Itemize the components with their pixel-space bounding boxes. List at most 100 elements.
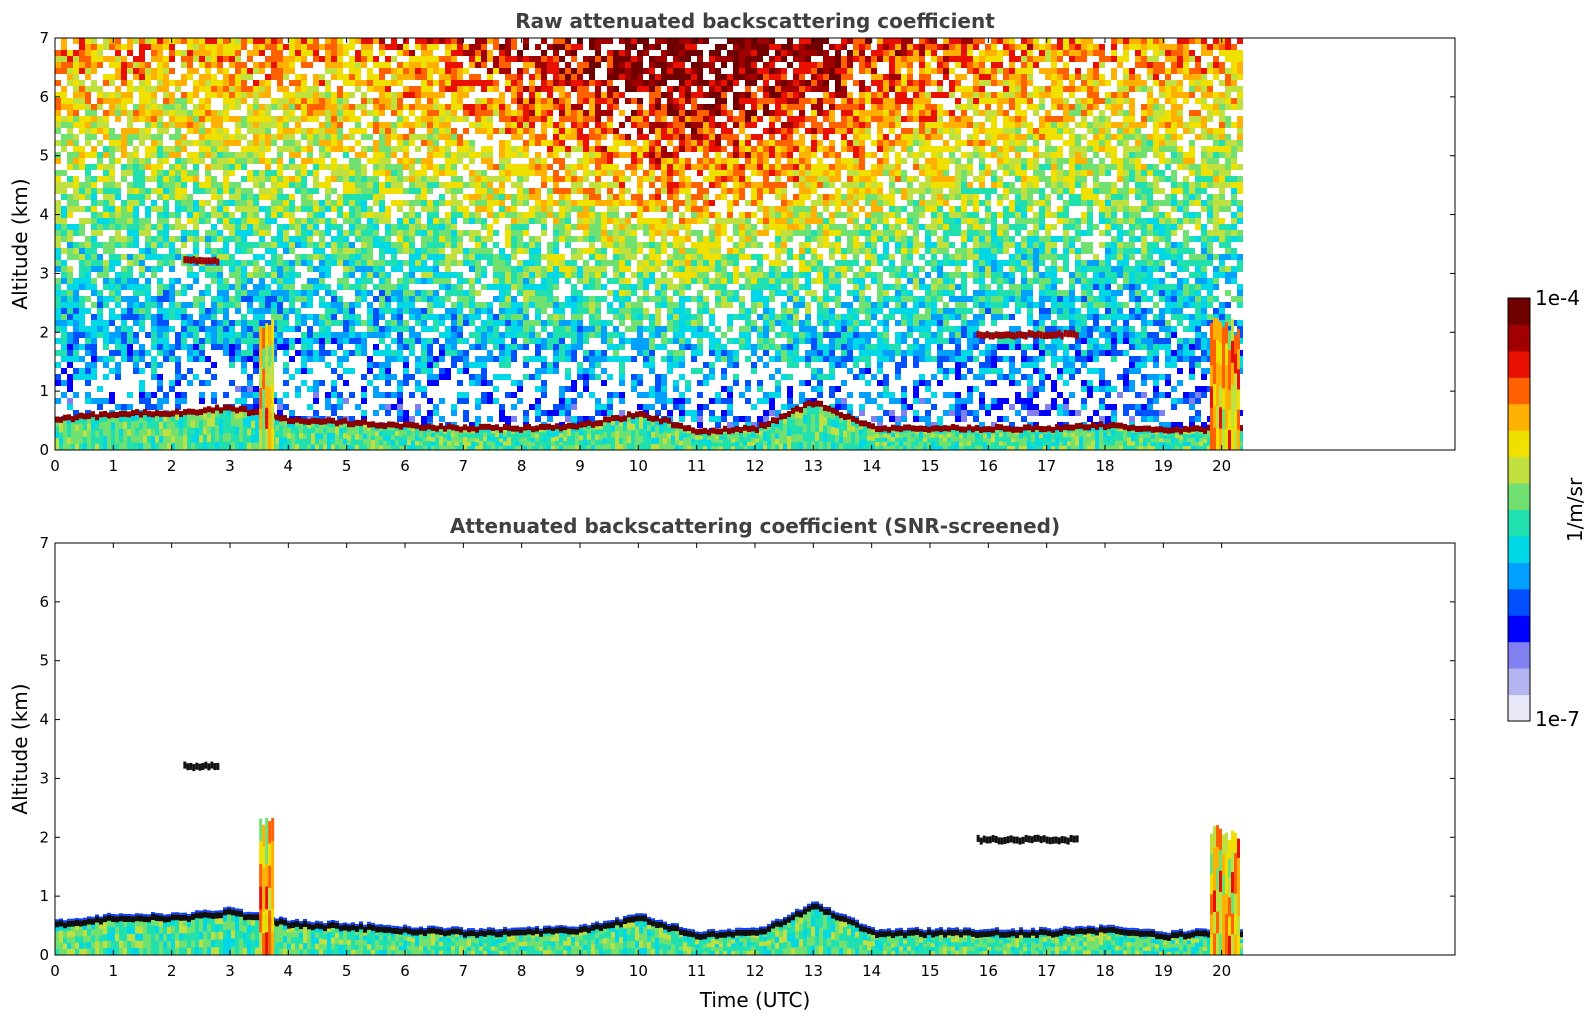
noise-cell: [481, 128, 487, 134]
noise-cell: [193, 374, 199, 380]
noise-cell: [127, 80, 133, 86]
noise-cell: [325, 86, 331, 92]
noise-cell: [337, 86, 343, 92]
noise-cell: [631, 74, 637, 80]
noise-cell: [631, 200, 637, 206]
noise-cell: [481, 398, 487, 404]
noise-cell: [475, 38, 481, 44]
noise-cell: [307, 50, 313, 56]
noise-cell: [487, 392, 493, 398]
noise-cell: [223, 44, 229, 50]
noise-cell: [535, 332, 541, 338]
noise-cell: [175, 194, 181, 200]
noise-cell: [541, 116, 547, 122]
noise-cell: [199, 44, 205, 50]
noise-cell: [661, 176, 667, 182]
noise-cell: [379, 182, 385, 188]
noise-cell: [61, 86, 67, 92]
noise-cell: [349, 128, 355, 134]
noise-cell: [319, 236, 325, 242]
noise-cell: [517, 320, 523, 326]
noise-cell: [355, 230, 361, 236]
noise-cell: [457, 332, 463, 338]
noise-cell: [403, 362, 409, 368]
noise-cell: [571, 224, 577, 230]
noise-cell: [271, 218, 277, 224]
noise-cell: [553, 332, 559, 338]
noise-cell: [577, 140, 583, 146]
noise-cell: [631, 380, 637, 386]
noise-cell: [595, 182, 601, 188]
noise-cell: [463, 260, 469, 266]
noise-cell: [559, 356, 565, 362]
noise-cell: [331, 332, 337, 338]
noise-cell: [475, 380, 481, 386]
noise-cell: [115, 50, 121, 56]
noise-cell: [619, 284, 625, 290]
noise-cell: [313, 242, 319, 248]
noise-cell: [283, 380, 289, 386]
noise-cell: [79, 122, 85, 128]
noise-cell: [79, 230, 85, 236]
noise-cell: [559, 224, 565, 230]
noise-cell: [445, 326, 451, 332]
noise-cell: [253, 182, 259, 188]
noise-cell: [229, 260, 235, 266]
noise-cell: [85, 188, 91, 194]
noise-cell: [127, 140, 133, 146]
noise-cell: [547, 44, 553, 50]
noise-cell: [199, 398, 205, 404]
noise-cell: [541, 110, 547, 116]
noise-cell: [337, 284, 343, 290]
noise-cell: [421, 338, 427, 344]
noise-cell: [451, 320, 457, 326]
noise-cell: [367, 278, 373, 284]
noise-cell: [157, 56, 163, 62]
noise-cell: [661, 152, 667, 158]
noise-cell: [577, 134, 583, 140]
noise-cell: [595, 158, 601, 164]
noise-cell: [181, 392, 187, 398]
noise-cell: [121, 338, 127, 344]
noise-cell: [115, 116, 121, 122]
noise-cell: [187, 194, 193, 200]
noise-cell: [277, 164, 283, 170]
noise-cell: [385, 134, 391, 140]
noise-cell: [505, 128, 511, 134]
noise-cell: [595, 164, 601, 170]
noise-cell: [613, 140, 619, 146]
noise-cell: [523, 302, 529, 308]
noise-cell: [391, 176, 397, 182]
noise-cell: [529, 194, 535, 200]
noise-cell: [55, 230, 61, 236]
noise-cell: [199, 338, 205, 344]
noise-cell: [163, 344, 169, 350]
noise-cell: [373, 386, 379, 392]
noise-cell: [271, 44, 277, 50]
noise-cell: [253, 80, 259, 86]
noise-cell: [607, 302, 613, 308]
noise-cell: [601, 122, 607, 128]
noise-cell: [97, 224, 103, 230]
noise-cell: [259, 278, 265, 284]
noise-cell: [211, 398, 217, 404]
noise-cell: [625, 314, 631, 320]
noise-cell: [187, 314, 193, 320]
noise-cell: [151, 374, 157, 380]
noise-cell: [91, 86, 97, 92]
noise-cell: [469, 320, 475, 326]
noise-cell: [601, 152, 607, 158]
noise-cell: [391, 392, 397, 398]
noise-cell: [301, 188, 307, 194]
noise-cell: [271, 260, 277, 266]
noise-cell: [619, 68, 625, 74]
noise-cell: [403, 374, 409, 380]
noise-cell: [595, 254, 601, 260]
noise-cell: [655, 188, 661, 194]
noise-cell: [319, 254, 325, 260]
noise-cell: [457, 92, 463, 98]
noise-cell: [469, 254, 475, 260]
noise-cell: [385, 374, 391, 380]
noise-cell: [277, 224, 283, 230]
noise-cell: [385, 350, 391, 356]
